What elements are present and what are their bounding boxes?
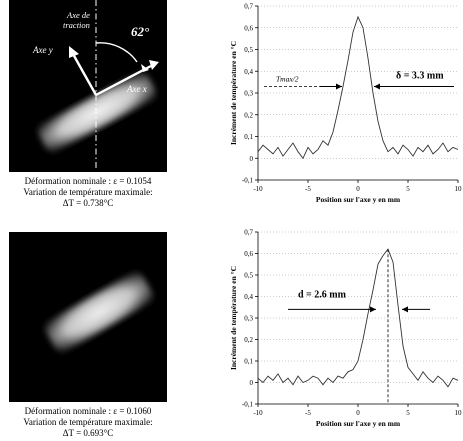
y-tick-label: 0,7 xyxy=(244,3,253,11)
y-tick-label: 0,5 xyxy=(244,46,253,54)
caption-2-strain: Déformation nominale : ε = 0.1060 xyxy=(24,406,152,416)
x-tick-label: -5 xyxy=(305,185,311,193)
x-tick-label: -10 xyxy=(253,185,263,193)
x-axis-label: Position sur l'axe y en mm xyxy=(316,419,401,428)
y-tick-label: 0,1 xyxy=(244,358,253,366)
y-tick-label: 0,6 xyxy=(244,250,253,258)
axis-x-arrow xyxy=(95,64,152,97)
caption-1-variation: Variation de température maximale: xyxy=(23,187,153,197)
y-tick-label: 0,5 xyxy=(244,272,253,280)
y-tick-label: 0 xyxy=(250,155,254,163)
x-tick-label: 5 xyxy=(406,185,410,193)
series-line xyxy=(257,15,459,160)
width-label: d = 2.6 mm xyxy=(298,289,347,300)
axis-y-arrow xyxy=(71,53,98,96)
chart-2-svg: -0,1 0 0,1 0,2 0,3 0,4 0,5 0,6 0,7 -10 -5 0 5 10 Posit… xyxy=(229,229,462,429)
y-axis-label: Incrément de température en °C xyxy=(229,41,238,145)
angle-label: 62° xyxy=(131,24,150,39)
tmax-half-label: Tmax/2 xyxy=(276,74,299,83)
x-tick-label: 5 xyxy=(406,409,410,417)
caption-1-delta-t: ΔT = 0.738°C xyxy=(62,198,114,208)
caption-2: Déformation nominale : ε = 0.1060 Variat… xyxy=(0,406,203,439)
y-tick-label: 0,1 xyxy=(244,133,253,141)
y-tick-label: 0,2 xyxy=(244,111,253,119)
y-tick-label: 0,3 xyxy=(244,315,253,323)
x-axis-label: Position sur l'axe y en mm xyxy=(316,195,401,204)
thermal-image-1: Axe de traction Axe y Axe x 62° xyxy=(9,0,167,172)
width-arrowhead-right xyxy=(374,83,380,90)
width-arrowhead-left xyxy=(336,83,342,90)
caption-2-delta-t: ΔT = 0.693°C xyxy=(62,428,114,438)
chart-1-plot: -0,1 0 0,1 0,2 0,3 0,4 0,5 0,6 0,7 -10 -5 0 5 10 Posit… xyxy=(229,3,462,205)
axis-traction-label-line1: Axe de xyxy=(66,10,90,20)
x-tick-label: 10 xyxy=(455,409,463,417)
y-tick-label: 0,4 xyxy=(244,68,253,76)
y-tick-label: -0,1 xyxy=(242,177,254,185)
y-tick-label: 0,6 xyxy=(244,24,253,32)
width-label: δ = 3.3 mm xyxy=(396,70,444,81)
caption-2-variation: Variation de température maximale: xyxy=(23,417,153,427)
y-tick-label: 0,7 xyxy=(244,229,253,237)
y-axis-label: Incrément de température en °C xyxy=(229,266,238,370)
chart-2: -0,1 0 0,1 0,2 0,3 0,4 0,5 0,6 0,7 -10 -5 0 5 10 Posit… xyxy=(226,226,463,441)
caption-1: Déformation nominale : ε = 0.1054 Variat… xyxy=(0,176,203,209)
x-tick-label: -10 xyxy=(253,409,263,417)
series-line xyxy=(257,248,459,388)
axis-traction-label-line2: traction xyxy=(63,20,90,30)
y-tick-label: 0,2 xyxy=(244,336,253,344)
chart-2-plot: -0,1 0 0,1 0,2 0,3 0,4 0,5 0,6 0,7 -10 -5 0 5 10 Posit… xyxy=(229,229,462,429)
caption-1-strain: Déformation nominale : ε = 0.1054 xyxy=(24,176,152,186)
width-arrowhead-right xyxy=(402,306,408,313)
x-tick-label: 0 xyxy=(356,409,360,417)
axis-x-label: Axe x xyxy=(126,84,147,94)
chart-1-svg: -0,1 0 0,1 0,2 0,3 0,4 0,5 0,6 0,7 -10 -5 0 5 10 Posit… xyxy=(229,3,462,205)
axis-y-label: Axe y xyxy=(32,45,53,55)
x-tick-label: -5 xyxy=(305,409,311,417)
chart-1: -0,1 0 0,1 0,2 0,3 0,4 0,5 0,6 0,7 -10 -5 0 5 10 Posit… xyxy=(226,0,463,205)
y-tick-label: 0,3 xyxy=(244,90,253,98)
x-tick-label: 10 xyxy=(455,185,463,193)
y-tick-label: 0,4 xyxy=(244,293,253,301)
y-tick-label: -0,1 xyxy=(242,401,254,409)
y-tick-label: 0 xyxy=(250,379,254,387)
x-tick-label: 0 xyxy=(356,185,360,193)
thermal-image-2 xyxy=(9,232,167,402)
width-arrowhead-left xyxy=(370,306,376,313)
